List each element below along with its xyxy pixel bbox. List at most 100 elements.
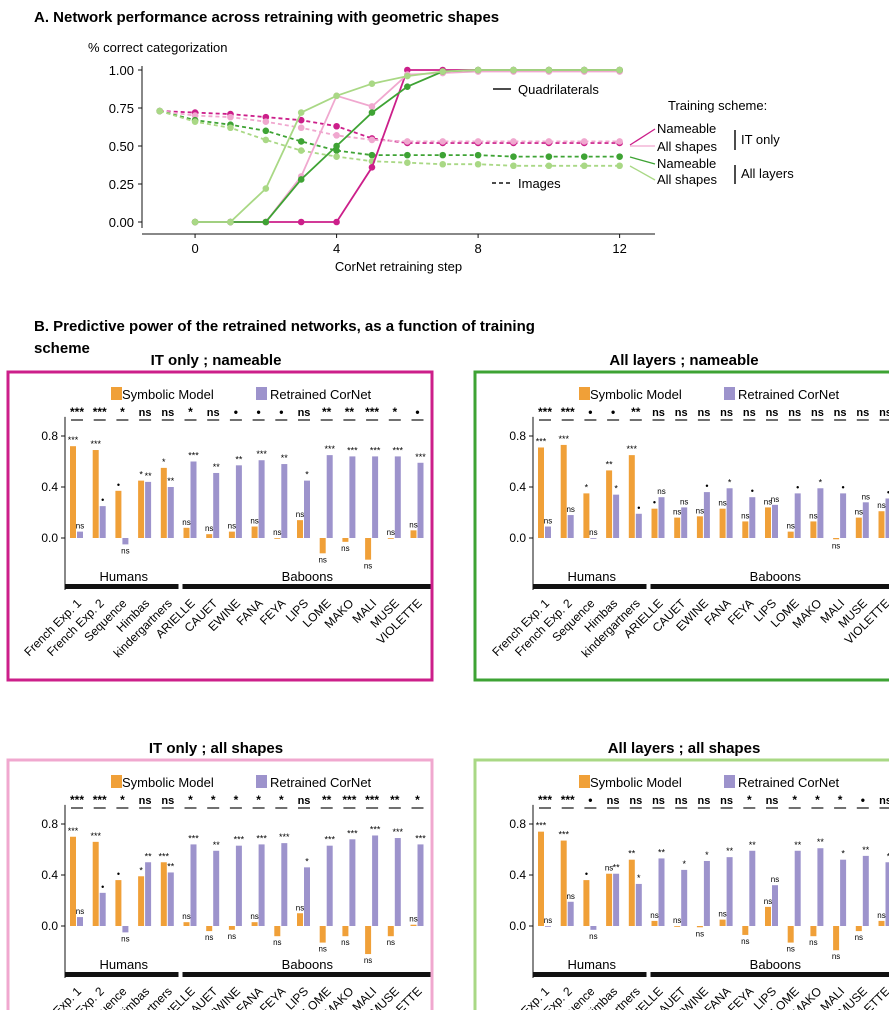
symbolic-bar bbox=[229, 926, 235, 930]
comparison-sig-label: ns bbox=[675, 795, 688, 807]
quadrilaterals-all_allshapes-point bbox=[510, 67, 517, 74]
retrained-bar bbox=[840, 860, 846, 926]
category-label: FEYA bbox=[725, 596, 756, 627]
symbolic-sig-label: ns bbox=[832, 541, 840, 550]
comparison-sig-label: • bbox=[279, 405, 283, 419]
symbolic-sig-label: • bbox=[585, 869, 588, 879]
retrained-bar bbox=[817, 848, 823, 926]
images-it_allshapes-point bbox=[546, 138, 553, 145]
baboons-group-bar bbox=[183, 584, 433, 589]
symbolic-bar bbox=[674, 518, 680, 538]
y-tick-label: 0.75 bbox=[109, 101, 134, 116]
quadrilaterals-it_allshapes-point bbox=[369, 103, 376, 110]
retrained-bar bbox=[727, 488, 733, 538]
retrained-bar bbox=[395, 838, 401, 926]
symbolic-sig-label: ns bbox=[250, 912, 258, 921]
comparison-sig-label: ns bbox=[161, 407, 174, 419]
symbolic-bar bbox=[538, 832, 544, 926]
comparison-sig-label: ns bbox=[298, 407, 311, 419]
symbolic-bar bbox=[206, 926, 212, 931]
comparison-sig-label: *** bbox=[70, 793, 84, 807]
comparison-sig-label: * bbox=[392, 405, 397, 419]
retrained-sig-label: *** bbox=[234, 835, 245, 845]
quadrilaterals-it_nameable-point bbox=[369, 164, 376, 171]
symbolic-bar bbox=[320, 538, 326, 553]
panel-title: IT only ; nameable bbox=[151, 352, 282, 369]
retrained-sig-label: ns bbox=[657, 487, 665, 496]
images-all_allshapes-point bbox=[439, 161, 446, 168]
symbolic-sig-label: ns bbox=[205, 524, 213, 533]
images-it_nameable-point bbox=[333, 123, 340, 130]
symbolic-bar bbox=[297, 913, 303, 926]
comparison-sig-label: ns bbox=[879, 407, 889, 419]
retrained-sig-label: ** bbox=[862, 845, 870, 855]
x-tick-label: 8 bbox=[474, 241, 481, 256]
quadrilaterals-all_allshapes-point bbox=[475, 67, 482, 74]
legend-retrained-swatch bbox=[724, 387, 735, 400]
retrained-bar bbox=[727, 857, 733, 926]
legend-retrained-swatch bbox=[256, 387, 267, 400]
comparison-sig-label: *** bbox=[538, 793, 552, 807]
retrained-sig-label: ns bbox=[589, 528, 597, 537]
retrained-bar bbox=[349, 839, 355, 926]
legend-symbolic-swatch bbox=[111, 387, 122, 400]
retrained-sig-label: ns bbox=[544, 916, 552, 925]
humans-group-bar bbox=[533, 584, 647, 589]
baboons-group-bar bbox=[651, 584, 889, 589]
symbolic-bar bbox=[274, 926, 280, 936]
images-all_nameable-point bbox=[263, 128, 270, 135]
comparison-sig-label: *** bbox=[365, 793, 379, 807]
retrained-sig-label: *** bbox=[393, 445, 404, 455]
retrained-sig-label: * bbox=[637, 873, 641, 883]
images-all_nameable-point bbox=[581, 153, 588, 160]
retrained-bar bbox=[145, 862, 151, 926]
legend-all-layers: All layers bbox=[741, 166, 794, 181]
symbolic-sig-label: *** bbox=[536, 821, 547, 831]
images-it_allshapes-point bbox=[227, 114, 234, 121]
symbolic-sig-label: ns bbox=[650, 911, 658, 920]
retrained-bar bbox=[100, 506, 106, 538]
comparison-sig-label: *** bbox=[93, 405, 107, 419]
symbolic-bar bbox=[274, 538, 280, 539]
comparison-sig-label: ns bbox=[856, 407, 869, 419]
baboons-group-label: Baboons bbox=[750, 957, 802, 972]
retrained-bar bbox=[590, 538, 596, 539]
humans-group-bar bbox=[533, 972, 647, 977]
quadrilaterals-all_nameable-point bbox=[404, 83, 411, 90]
symbolic-bar bbox=[161, 862, 167, 926]
y-tick-label: 1.00 bbox=[109, 63, 134, 78]
retrained-sig-label: • bbox=[637, 503, 640, 513]
retrained-sig-label: *** bbox=[370, 824, 381, 834]
retrained-sig-label: * bbox=[728, 477, 732, 487]
symbolic-sig-label: ns bbox=[809, 938, 817, 947]
symbolic-bar bbox=[629, 860, 635, 926]
retrained-sig-label: ns bbox=[121, 934, 129, 943]
retrained-bar bbox=[372, 456, 378, 538]
symbolic-sig-label: ** bbox=[606, 459, 614, 469]
symbolic-sig-label: ns bbox=[832, 952, 840, 961]
symbolic-bar bbox=[583, 880, 589, 926]
panel-a-chart: % correct categorization0.000.250.500.75… bbox=[88, 40, 794, 274]
symbolic-sig-label: ns bbox=[718, 910, 726, 919]
x-tick-label: 4 bbox=[333, 241, 340, 256]
comparison-sig-label: • bbox=[256, 405, 260, 419]
symbolic-bar bbox=[652, 509, 658, 538]
symbolic-bar bbox=[252, 527, 258, 538]
comparison-sig-label: *** bbox=[70, 405, 84, 419]
symbolic-sig-label: *** bbox=[627, 444, 638, 454]
symbolic-sig-label: *** bbox=[90, 831, 101, 841]
images-all_allshapes-point bbox=[475, 161, 482, 168]
baboons-group-label: Baboons bbox=[750, 569, 802, 584]
retrained-sig-label: ** bbox=[658, 847, 666, 857]
comparison-sig-label: *** bbox=[561, 405, 575, 419]
quadrilaterals-all_nameable-point bbox=[298, 176, 305, 183]
symbolic-bar bbox=[184, 922, 190, 926]
retrained-bar bbox=[145, 482, 151, 538]
comparison-sig-label: ns bbox=[139, 795, 152, 807]
comparison-sig-label: * bbox=[188, 793, 193, 807]
retrained-bar bbox=[863, 856, 869, 926]
retrained-sig-label: *** bbox=[324, 835, 335, 845]
symbolic-bar bbox=[742, 521, 748, 538]
